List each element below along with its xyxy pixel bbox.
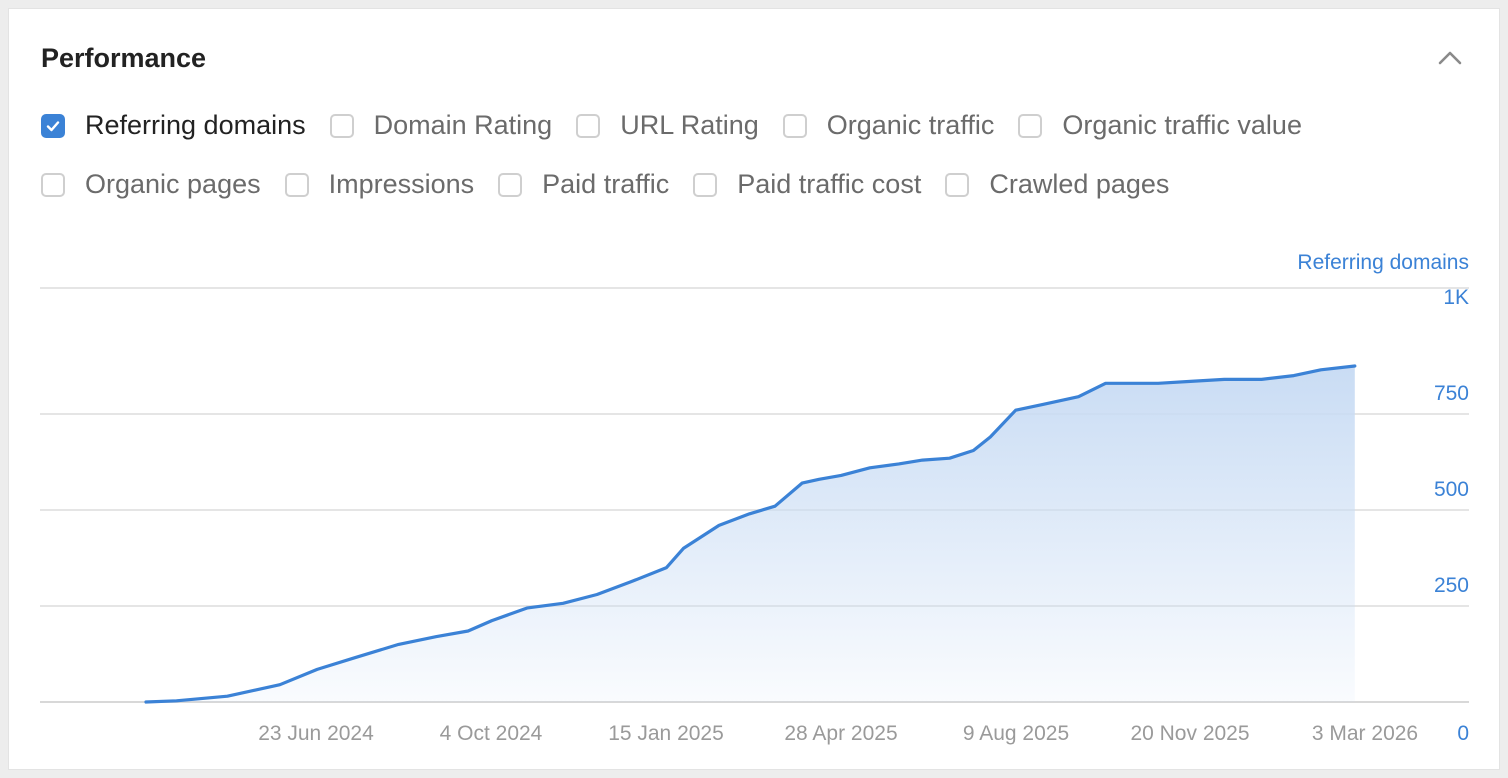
checkbox[interactable] (498, 172, 523, 197)
checkbox-label: Organic traffic value (1062, 110, 1302, 140)
checkbox[interactable] (41, 113, 65, 138)
checkbox[interactable] (1018, 113, 1043, 138)
x-tick-label: 15 Jan 2025 (608, 722, 724, 745)
checkbox[interactable] (284, 172, 309, 197)
metric-toggle-paid-traffic[interactable]: Paid traffic (498, 169, 669, 200)
x-tick-label: 28 Apr 2025 (784, 722, 897, 745)
metric-toggle-crawled-pages[interactable]: Crawled pages (945, 169, 1169, 200)
y-tick-label: 0 (1457, 722, 1469, 745)
checkbox-label: Organic pages (85, 169, 261, 199)
y-tick-label: 500 (1434, 478, 1469, 501)
checkbox-label: Organic traffic (826, 110, 995, 140)
panel-title: Performance (41, 43, 207, 73)
metric-toggle-impressions[interactable]: Impressions (284, 169, 475, 200)
checkbox[interactable] (782, 113, 807, 138)
checkbox-label: Impressions (328, 169, 475, 199)
x-tick-label: 3 Mar 2026 (1312, 722, 1418, 745)
metric-toggle-organic-pages[interactable]: Organic pages (41, 169, 261, 200)
metric-toggle-organic-traffic[interactable]: Organic traffic (782, 110, 995, 141)
x-tick-label: 4 Oct 2024 (440, 722, 543, 745)
metric-toggle-paid-traffic-cost[interactable]: Paid traffic cost (693, 169, 921, 200)
series-line (144, 364, 1357, 704)
checkbox[interactable] (693, 172, 718, 197)
y-tick-label: 1K (1443, 286, 1469, 309)
chart-series-label: Referring domains (1297, 251, 1469, 274)
checkbox-label: Paid traffic (542, 169, 670, 199)
checkbox-label: Referring domains (85, 110, 306, 140)
checkbox[interactable] (576, 113, 601, 138)
collapse-button[interactable] (1435, 45, 1465, 71)
checkbox[interactable] (329, 113, 354, 138)
metric-checkboxes-row-2: Organic pages Impressions Paid traffic Paid… (41, 169, 1193, 200)
metric-toggle-organic-traffic-value[interactable]: Organic traffic value (1018, 110, 1302, 141)
checkbox[interactable] (945, 172, 970, 197)
x-tick-label: 20 Nov 2025 (1130, 722, 1249, 745)
checkbox-label: Domain Rating (373, 110, 553, 140)
metric-toggle-domain-rating[interactable]: Domain Rating (329, 110, 553, 141)
checkbox[interactable] (41, 172, 65, 197)
y-tick-label: 750 (1434, 382, 1469, 405)
y-tick-label: 250 (1434, 574, 1469, 597)
chevron-up-icon (1438, 51, 1462, 65)
checkbox-label: URL Rating (620, 110, 759, 140)
metric-checkboxes-row-1: Referring domains Domain Rating URL Rating… (41, 110, 1326, 141)
checkmark-icon (46, 120, 60, 131)
metric-toggle-url-rating[interactable]: URL Rating (576, 110, 759, 141)
checkbox-label: Crawled pages (989, 169, 1170, 199)
checkbox-label: Paid traffic cost (737, 169, 922, 199)
metric-toggle-referring-domains[interactable]: Referring domains (41, 110, 306, 141)
x-tick-label: 9 Aug 2025 (963, 722, 1069, 745)
x-tick-label: 23 Jun 2024 (258, 722, 374, 745)
series-area (146, 366, 1355, 702)
